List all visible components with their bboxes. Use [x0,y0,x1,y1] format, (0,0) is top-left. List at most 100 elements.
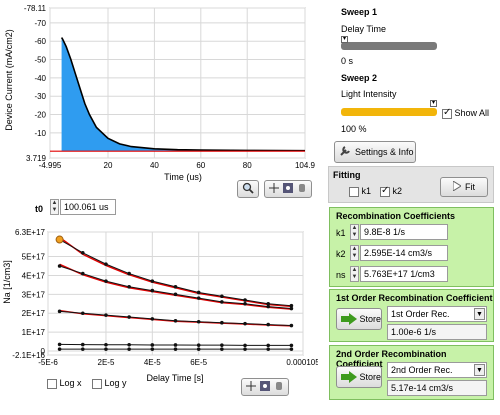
data-point [196,290,201,295]
chevron-down-icon[interactable]: ▼ [474,308,485,320]
data-point [289,323,294,328]
first-order-panel: 1st Order Recombination Coefficient Stor… [329,289,494,342]
wrench-icon [339,145,351,159]
data-point [150,288,155,293]
k2-stepper[interactable]: ▲ ▼ [350,245,359,261]
carrier-density-chart: Na [1/cm3] Delay Time [s] -5E-6 2E-5 4E-5 6… [0,222,320,385]
k2-field[interactable]: 2.595E-14 cm3/s [360,245,448,261]
data-point [289,303,294,308]
k2-fit-toggle[interactable]: k2 [380,185,402,197]
play-triangle-icon [452,180,462,193]
show-all-checkbox[interactable] [442,107,452,119]
data-point [150,317,155,321]
log-y-checkbox[interactable] [92,378,102,389]
pan-hand-icon [297,183,307,195]
data-point [173,319,178,323]
data-point [196,343,201,347]
first-order-select[interactable]: 1st Order Rec. ▼ [387,306,487,322]
cursor-cross-icon [246,381,256,393]
data-point [150,343,155,347]
log-x-checkbox[interactable] [47,378,57,389]
sweep1-value: 0 s [341,56,354,66]
log-x-toggle[interactable]: Log x [47,378,82,389]
t0-stepper[interactable]: ▲ ▼ [50,199,59,215]
k1-fit-label: k1 [361,186,372,196]
settings-info-label: Settings & Info [355,147,414,157]
data-point [104,279,108,283]
data-point [243,301,247,306]
top-x-tick-label: 80 [243,161,252,170]
t0-field[interactable]: 100.061 us [60,199,116,215]
sweep1-subtitle: Delay Time [341,24,387,34]
fit-label: Fit [465,182,475,192]
bottom-y-axis-label: Na [1/cm3] [2,260,12,304]
k1-fit-toggle[interactable]: k1 [349,186,371,197]
bottom-graph-tools-button[interactable] [241,378,289,396]
show-all-toggle[interactable]: Show All [442,107,489,119]
k1-label: k1 [336,228,346,238]
log-y-toggle[interactable]: Log y [92,378,127,389]
bottom-y-tick-label: 4E+17 [22,271,46,280]
data-point [173,284,178,289]
slider-handle[interactable]: ▾ [430,100,437,107]
second-order-select[interactable]: 2nd Order Rec. ▼ [387,362,487,378]
data-point [266,301,271,306]
sweep2-slider[interactable]: ▾ [341,100,437,118]
data-point [220,300,224,304]
data-point [104,342,108,347]
ns-field[interactable]: 5.763E+17 1/cm3 [360,266,448,282]
second-order-panel: 2nd Order Recombination Coefficient Stor… [329,345,494,400]
ns-stepper[interactable]: ▲ ▼ [350,266,359,282]
fit-button[interactable]: Fit [440,177,488,197]
log-y-label: Log y [104,378,127,388]
first-order-value: 1.00e-6 1/s [387,324,487,340]
bottom-y-tick-label: 2E+17 [22,309,46,318]
bottom-x-axis-label: Delay Time [s] [146,373,203,383]
data-point [150,279,155,283]
data-point [80,311,85,316]
data-point [289,306,294,311]
settings-info-button[interactable]: Settings & Info [334,141,416,163]
data-point [80,342,85,347]
bottom-y-tick-label: 1E+17 [22,328,46,337]
top-y-tick-label: 3.719 [26,154,47,163]
highlight-point [55,235,64,244]
fitting-title: Fitting [333,170,361,180]
store-label: Store [359,314,381,324]
slider-handle[interactable]: ▾ [341,36,348,43]
data-point [127,315,131,319]
data-point [243,298,247,302]
recombination-coefficients-panel: Recombination Coefficients k1 ▲ ▼ 9.8E-8 … [329,207,494,287]
t0-label: t0 [35,204,44,214]
bottom-y-tick-label: 6.3E+17 [15,228,46,237]
current-fill-area [61,37,306,152]
bottom-x-tick-label: 4E-5 [144,358,161,367]
green-arrow-icon [341,371,358,383]
data-point [57,342,62,347]
sweep1-slider[interactable]: ▾ [341,36,437,52]
k1-stepper[interactable]: ▲ ▼ [350,224,359,240]
top-y-axis-label: Device Current (mA/cm2) [4,29,14,131]
top-x-tick-label: -4.995 [39,161,62,170]
graph-tools-button[interactable] [264,180,312,198]
data-point [243,347,247,351]
device-current-chart: Device Current (mA/cm2) Time (us) -4.995… [0,0,330,185]
k2-fit-checkbox[interactable] [380,185,390,197]
sweep1-title: Sweep 1 [341,7,378,17]
sweep2-title: Sweep 2 [341,73,378,83]
k1-fit-checkbox[interactable] [349,186,359,197]
chevron-down-icon[interactable]: ▼ [474,364,485,376]
sweep2-value: 100 % [341,124,367,134]
data-point [127,284,131,289]
top-y-tick-label: -50 [34,56,46,65]
sweep2-subtitle: Light Intensity [341,89,397,99]
top-x-tick-label: 40 [150,161,159,170]
zoom-button[interactable] [237,180,259,198]
top-y-tick-label: -20 [34,111,46,120]
second-order-store-button[interactable]: Store [336,366,382,388]
k1-field[interactable]: 9.8E-8 1/s [360,224,448,240]
data-point [243,321,247,326]
device-current-plot: Device Current (mA/cm2) Time (us) -4.995… [4,4,316,182]
first-order-store-button[interactable]: Store [336,308,382,330]
data-point [243,343,247,348]
